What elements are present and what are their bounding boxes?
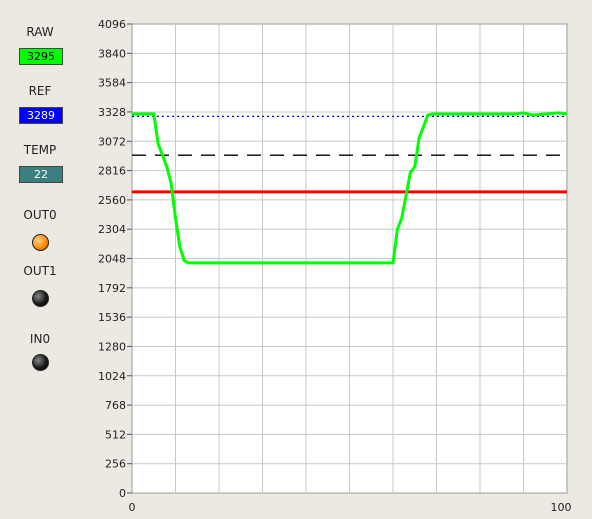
y-tick-label: 1280 bbox=[98, 340, 126, 353]
y-tick-label: 1792 bbox=[98, 282, 126, 295]
out0-led-indicator bbox=[32, 234, 49, 251]
y-tick-label: 256 bbox=[105, 458, 126, 471]
y-tick-label: 0 bbox=[119, 487, 126, 500]
y-tick-label: 2816 bbox=[98, 165, 126, 178]
y-tick-label: 3072 bbox=[98, 135, 126, 148]
y-tick-label: 3328 bbox=[98, 106, 126, 119]
signal-chart: 0 256 512 768 1024 1280 1536 1792 2048 2304 2560 28… bbox=[80, 0, 592, 515]
y-tick-label: 3840 bbox=[98, 47, 126, 60]
raw-value-display: 3295 bbox=[19, 48, 63, 65]
raw-signal-line bbox=[132, 111, 568, 265]
y-tick-label: 2048 bbox=[98, 253, 126, 266]
ref-value-display: 3289 bbox=[19, 107, 63, 124]
x-tick-label: 0 bbox=[129, 501, 136, 514]
raw-label: RAW bbox=[26, 25, 54, 39]
y-tick-label: 3584 bbox=[98, 77, 126, 90]
in0-label: IN0 bbox=[29, 332, 51, 346]
y-tick-label: 2560 bbox=[98, 194, 126, 207]
y-tick-label: 1024 bbox=[98, 370, 126, 383]
x-tick-label: 100 bbox=[551, 501, 572, 514]
temp-value-display: 22 bbox=[19, 166, 63, 183]
in0-led-indicator bbox=[32, 354, 49, 371]
signal-chart-svg: 0 256 512 768 1024 1280 1536 1792 2048 2304 2560 28… bbox=[98, 18, 572, 514]
y-tick-label: 1536 bbox=[98, 311, 126, 324]
y-tick-label: 768 bbox=[105, 399, 126, 412]
ref-label: REF bbox=[28, 84, 52, 98]
status-sidebar: RAW 3295 REF 3289 TEMP 22 OUT0 OUT1 IN0 bbox=[0, 0, 80, 515]
out1-label: OUT1 bbox=[23, 264, 57, 278]
out1-led-indicator bbox=[32, 290, 49, 307]
y-tick-label: 4096 bbox=[98, 18, 126, 31]
temp-label: TEMP bbox=[23, 143, 57, 157]
y-tick-label: 512 bbox=[105, 428, 126, 441]
y-tick-label: 2304 bbox=[98, 223, 126, 236]
out0-label: OUT0 bbox=[23, 208, 57, 222]
